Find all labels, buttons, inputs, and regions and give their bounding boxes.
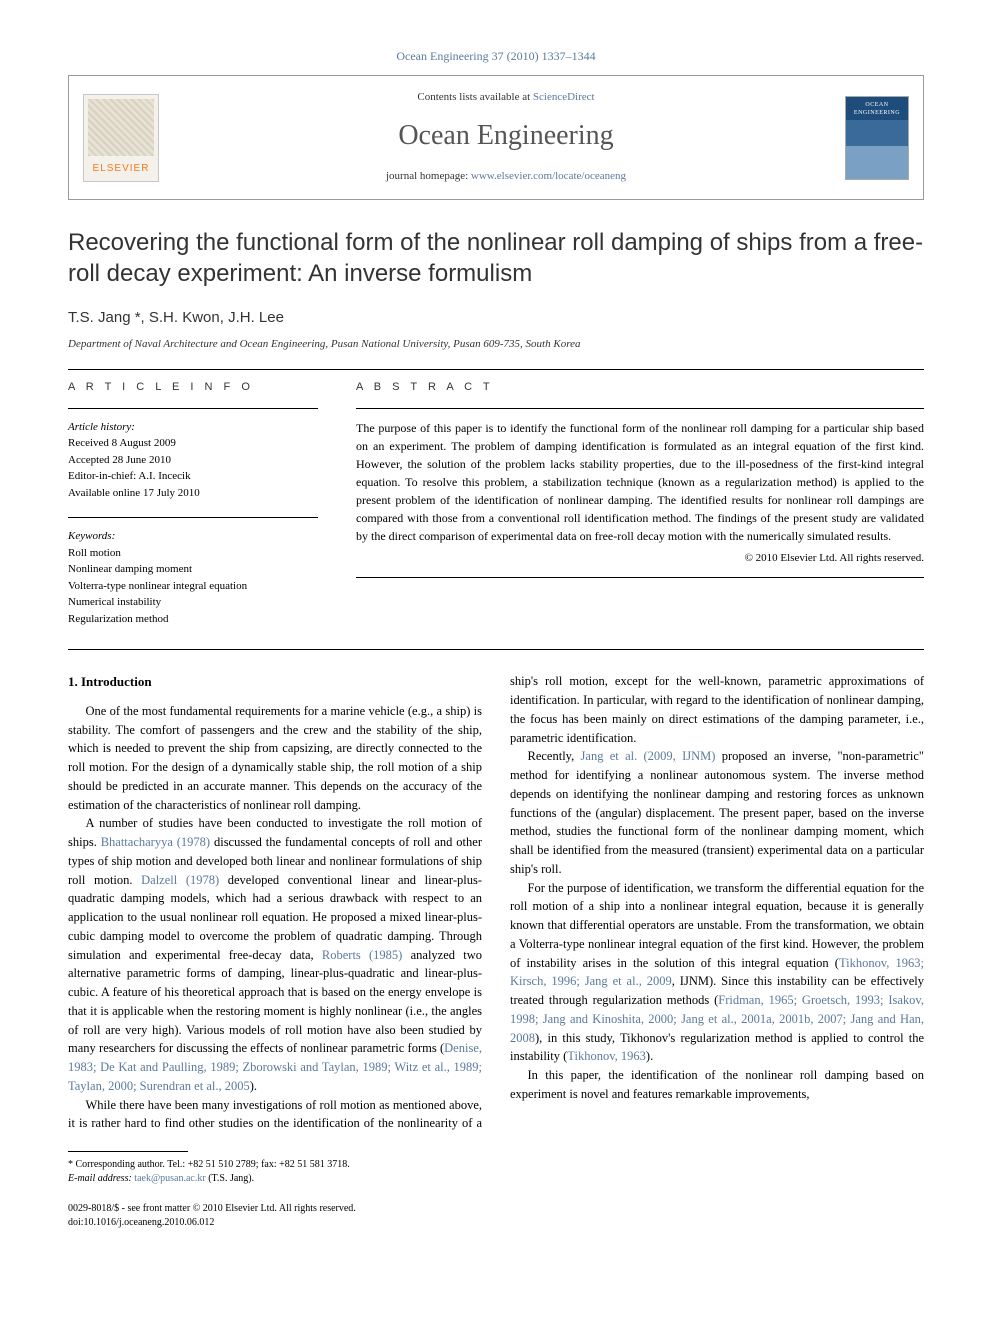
journal-cover-thumbnail: OCEAN ENGINEERING: [845, 96, 909, 180]
footer-block: 0029-8018/$ - see front matter © 2010 El…: [68, 1202, 924, 1230]
paragraph: Recently, Jang et al. (2009, IJNM) propo…: [510, 747, 924, 878]
abstract-copyright: © 2010 Elsevier Ltd. All rights reserved…: [356, 551, 924, 567]
article-title: Recovering the functional form of the no…: [68, 228, 924, 289]
corresponding-author-footnote: * Corresponding author. Tel.: +82 51 510…: [68, 1158, 924, 1186]
text-run: Recently,: [528, 749, 581, 763]
accepted-date: Accepted 28 June 2010: [68, 452, 318, 469]
journal-title: Ocean Engineering: [167, 116, 845, 157]
affiliation: Department of Naval Architecture and Oce…: [68, 337, 924, 353]
divider: [68, 649, 924, 650]
contents-available-line: Contents lists available at ScienceDirec…: [167, 90, 845, 106]
paragraph: A number of studies have been conducted …: [68, 814, 482, 1095]
section-title: Introduction: [81, 674, 152, 689]
email-label: E-mail address:: [68, 1173, 134, 1184]
divider: [356, 408, 924, 409]
abstract-text: The purpose of this paper is to identify…: [356, 419, 924, 545]
article-history: Article history: Received 8 August 2009 …: [68, 419, 318, 502]
issn-line: 0029-8018/$ - see front matter © 2010 El…: [68, 1202, 924, 1216]
text-run: analyzed two alternative parametric form…: [68, 948, 482, 1056]
journal-reference: Ocean Engineering 37 (2010) 1337–1344: [68, 48, 924, 65]
elsevier-tree-icon: [88, 99, 154, 157]
sciencedirect-link[interactable]: ScienceDirect: [533, 91, 595, 103]
online-date: Available online 17 July 2010: [68, 485, 318, 502]
email-link[interactable]: taek@pusan.ac.kr: [134, 1173, 205, 1184]
citation-link[interactable]: Bhattacharyya (1978): [101, 835, 210, 849]
contents-banner: ELSEVIER Contents lists available at Sci…: [68, 75, 924, 199]
divider: [68, 408, 318, 409]
divider: [68, 369, 924, 370]
divider: [68, 517, 318, 518]
history-label: Article history:: [68, 419, 318, 436]
article-info-heading: A R T I C L E I N F O: [68, 380, 318, 396]
doi-line: doi:10.1016/j.oceaneng.2010.06.012: [68, 1216, 924, 1230]
received-date: Received 8 August 2009: [68, 435, 318, 452]
text-run: proposed an inverse, "non-parametric" me…: [510, 749, 924, 876]
text-run: ).: [250, 1079, 257, 1093]
corr-author-line: * Corresponding author. Tel.: +82 51 510…: [68, 1158, 924, 1172]
cover-label: OCEAN ENGINEERING: [846, 101, 908, 118]
citation-link[interactable]: Dalzell (1978): [141, 873, 219, 887]
contents-prefix: Contents lists available at: [417, 91, 532, 103]
keyword: Roll motion: [68, 545, 318, 562]
citation-link[interactable]: Tikhonov, 1963: [567, 1049, 646, 1063]
section-number: 1.: [68, 674, 78, 689]
text-run: ).: [646, 1049, 653, 1063]
section-heading: 1. Introduction: [68, 672, 482, 692]
abstract-heading: A B S T R A C T: [356, 380, 924, 396]
keyword: Nonlinear damping moment: [68, 561, 318, 578]
homepage-link[interactable]: www.elsevier.com/locate/oceaneng: [471, 170, 626, 182]
paragraph: For the purpose of identification, we tr…: [510, 879, 924, 1067]
keyword: Regularization method: [68, 611, 318, 628]
body-columns: 1. Introduction One of the most fundamen…: [68, 672, 924, 1133]
keyword: Volterra-type nonlinear integral equatio…: [68, 578, 318, 595]
keywords-block: Keywords: Roll motion Nonlinear damping …: [68, 528, 318, 627]
paragraph: In this paper, the identification of the…: [510, 1066, 924, 1104]
citation-link[interactable]: Roberts (1985): [322, 948, 402, 962]
editor-line: Editor-in-chief: A.I. Incecik: [68, 468, 318, 485]
publisher-name: ELSEVIER: [84, 160, 158, 181]
email-suffix: (T.S. Jang).: [206, 1173, 254, 1184]
divider: [356, 577, 924, 578]
citation-link[interactable]: Jang et al. (2009, IJNM): [581, 749, 716, 763]
homepage-prefix: journal homepage:: [386, 170, 471, 182]
publisher-logo: ELSEVIER: [83, 94, 167, 182]
authors: T.S. Jang *, S.H. Kwon, J.H. Lee: [68, 307, 924, 329]
keywords-label: Keywords:: [68, 528, 318, 545]
footnote-separator: [68, 1151, 188, 1152]
keyword: Numerical instability: [68, 594, 318, 611]
paragraph: One of the most fundamental requirements…: [68, 702, 482, 815]
homepage-line: journal homepage: www.elsevier.com/locat…: [167, 169, 845, 185]
